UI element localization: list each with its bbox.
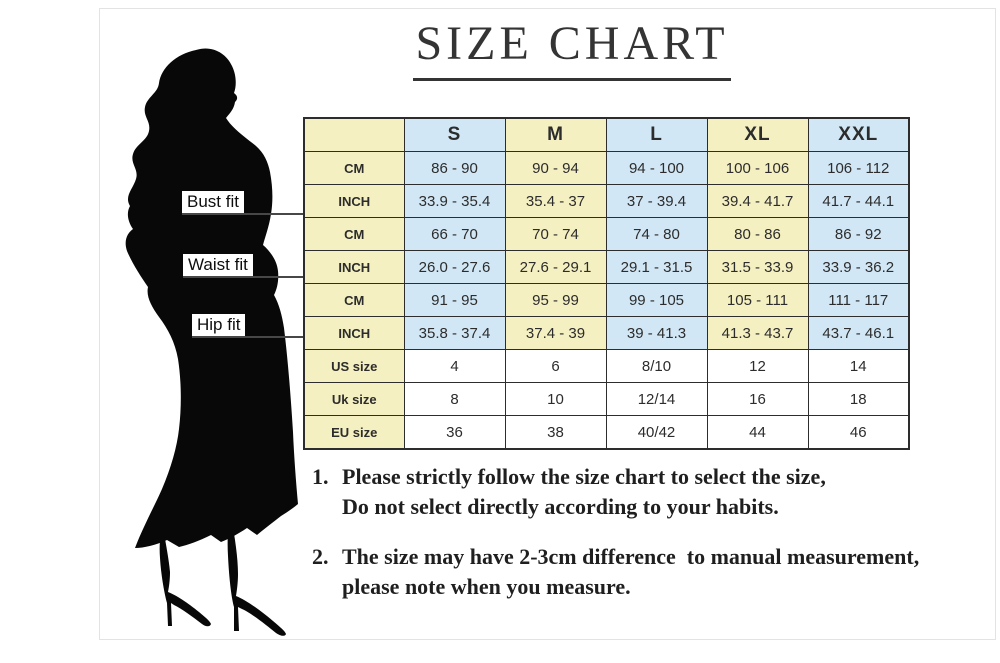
row-label-cell: EU size xyxy=(303,415,405,450)
size-value-cell: 90 - 94 xyxy=(504,151,607,185)
size-value-cell: 8/10 xyxy=(605,349,708,383)
table-row-waist-cm: CM 66 - 70 70 - 74 74 - 80 80 - 86 86 - … xyxy=(303,217,910,251)
size-value-cell: 86 - 92 xyxy=(807,217,910,251)
size-value-cell: 66 - 70 xyxy=(403,217,506,251)
size-value-cell: 37.4 - 39 xyxy=(504,316,607,350)
hip-fit-line xyxy=(192,336,303,338)
note-2-line-2: please note when you measure. xyxy=(342,574,631,599)
size-value-cell: 99 - 105 xyxy=(605,283,708,317)
note-2-text: The size may have 2-3cm difference to ma… xyxy=(342,542,1000,602)
size-value-cell: 33.9 - 35.4 xyxy=(403,184,506,218)
size-value-cell: 26.0 - 27.6 xyxy=(403,250,506,284)
note-2-number: 2. xyxy=(312,544,329,569)
size-value-cell: 14 xyxy=(807,349,910,383)
table-row-hip-inch: INCH 35.8 - 37.4 37.4 - 39 39 - 41.3 41.… xyxy=(303,316,910,350)
table-row-waist-inch: INCH 26.0 - 27.6 27.6 - 29.1 29.1 - 31.5… xyxy=(303,250,910,284)
size-value-cell: 36 xyxy=(403,415,506,450)
size-value-cell: 91 - 95 xyxy=(403,283,506,317)
size-value-cell: 100 - 106 xyxy=(706,151,809,185)
size-value-cell: 10 xyxy=(504,382,607,416)
size-value-cell: 44 xyxy=(706,415,809,450)
size-value-cell: 86 - 90 xyxy=(403,151,506,185)
table-row-bust-cm: CM 86 - 90 90 - 94 94 - 100 100 - 106 10… xyxy=(303,151,910,185)
silhouette-body xyxy=(125,48,299,548)
size-value-cell: 39 - 41.3 xyxy=(605,316,708,350)
table-row-uk-size: Uk size 8 10 12/14 16 18 xyxy=(303,382,910,416)
table-row-hip-cm: CM 91 - 95 95 - 99 99 - 105 105 - 111 11… xyxy=(303,283,910,317)
size-value-cell: 27.6 - 29.1 xyxy=(504,250,607,284)
size-value-cell: 106 - 112 xyxy=(807,151,910,185)
size-value-cell: 16 xyxy=(706,382,809,416)
size-value-cell: 70 - 74 xyxy=(504,217,607,251)
size-value-cell: 39.4 - 41.7 xyxy=(706,184,809,218)
size-value-cell: 40/42 xyxy=(605,415,708,450)
table-row-eu-size: EU size 36 38 40/42 44 46 xyxy=(303,415,910,450)
size-table: S M L XL XXL CM 86 - 90 90 - 94 94 - 100… xyxy=(303,117,910,450)
note-1: 1. Please strictly follow the size chart… xyxy=(312,462,1000,522)
size-value-cell: 41.3 - 43.7 xyxy=(706,316,809,350)
silhouette-back-leg xyxy=(159,527,211,627)
size-value-cell: 8 xyxy=(403,382,506,416)
corner-cell xyxy=(303,117,405,152)
note-2-line-1: The size may have 2-3cm difference to ma… xyxy=(342,544,920,569)
row-label-cell: Uk size xyxy=(303,382,405,416)
size-value-cell: 4 xyxy=(403,349,506,383)
size-value-cell: 33.9 - 36.2 xyxy=(807,250,910,284)
waist-fit-line xyxy=(183,276,303,278)
note-1-text: Please strictly follow the size chart to… xyxy=(342,462,1000,522)
size-value-cell: 94 - 100 xyxy=(605,151,708,185)
size-value-cell: 74 - 80 xyxy=(605,217,708,251)
column-header-xxl: XXL xyxy=(807,117,910,152)
hip-fit-label: Hip fit xyxy=(192,314,246,336)
title-underline xyxy=(413,78,731,81)
table-row-bust-inch: INCH 33.9 - 35.4 35.4 - 37 37 - 39.4 39.… xyxy=(303,184,910,218)
column-header-xl: XL xyxy=(706,117,809,152)
row-label-cell: CM xyxy=(303,283,405,317)
note-1-line-2: Do not select directly according to your… xyxy=(342,494,779,519)
size-value-cell: 6 xyxy=(504,349,607,383)
column-header-l: L xyxy=(605,117,708,152)
table-row-us-size: US size 4 6 8/10 12 14 xyxy=(303,349,910,383)
row-label-cell: US size xyxy=(303,349,405,383)
size-value-cell: 12/14 xyxy=(605,382,708,416)
size-value-cell: 29.1 - 31.5 xyxy=(605,250,708,284)
bust-fit-label: Bust fit xyxy=(182,191,244,213)
content-frame xyxy=(99,8,996,640)
column-header-m: M xyxy=(504,117,607,152)
waist-fit-label: Waist fit xyxy=(183,254,253,276)
size-value-cell: 43.7 - 46.1 xyxy=(807,316,910,350)
note-2: 2. The size may have 2-3cm difference to… xyxy=(312,542,1000,602)
row-label-cell: CM xyxy=(303,151,405,185)
size-value-cell: 12 xyxy=(706,349,809,383)
silhouette-front-leg xyxy=(227,516,286,636)
size-value-cell: 80 - 86 xyxy=(706,217,809,251)
size-value-cell: 35.8 - 37.4 xyxy=(403,316,506,350)
size-value-cell: 35.4 - 37 xyxy=(504,184,607,218)
size-value-cell: 41.7 - 44.1 xyxy=(807,184,910,218)
size-value-cell: 111 - 117 xyxy=(807,283,910,317)
page-title: SIZE CHART xyxy=(415,17,729,70)
column-header-s: S xyxy=(403,117,506,152)
row-label-cell: INCH xyxy=(303,250,405,284)
size-value-cell: 38 xyxy=(504,415,607,450)
row-label-cell: INCH xyxy=(303,184,405,218)
size-value-cell: 37 - 39.4 xyxy=(605,184,708,218)
size-value-cell: 95 - 99 xyxy=(504,283,607,317)
size-value-cell: 18 xyxy=(807,382,910,416)
bust-fit-line xyxy=(182,213,303,215)
row-label-cell: CM xyxy=(303,217,405,251)
table-header-row: S M L XL XXL xyxy=(303,117,910,152)
note-1-number: 1. xyxy=(312,464,329,489)
size-value-cell: 46 xyxy=(807,415,910,450)
row-label-cell: INCH xyxy=(303,316,405,350)
size-value-cell: 31.5 - 33.9 xyxy=(706,250,809,284)
note-1-line-1: Please strictly follow the size chart to… xyxy=(342,464,826,489)
size-value-cell: 105 - 111 xyxy=(706,283,809,317)
